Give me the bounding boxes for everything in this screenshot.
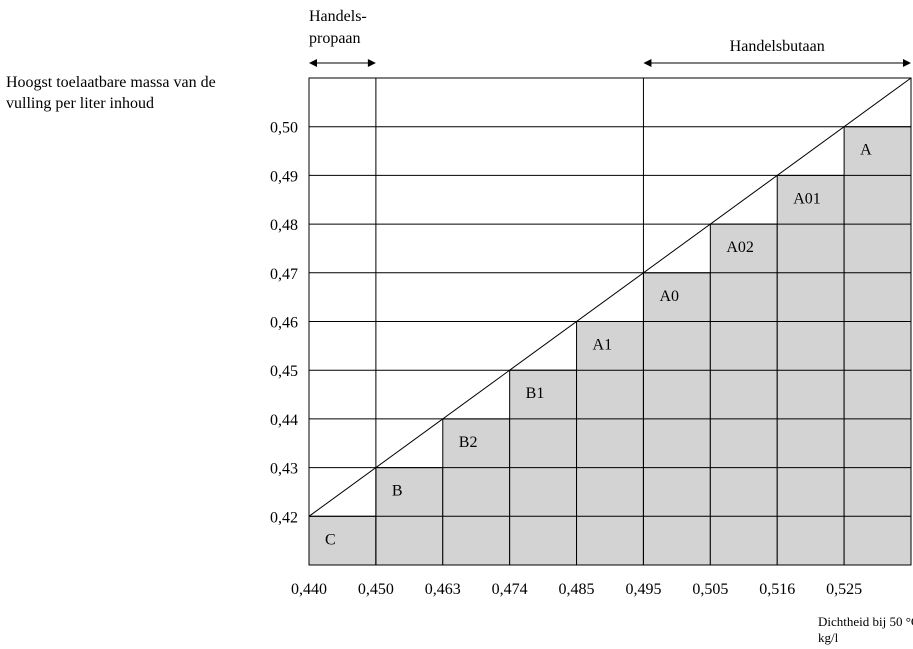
x-tick-label: 0,525 (826, 581, 862, 598)
y-tick-label: 0,47 (270, 266, 298, 283)
x-tick-label: 0,463 (425, 581, 461, 598)
bar-label: C (325, 531, 336, 548)
y-tick-label: 0,45 (270, 363, 298, 380)
x-tick-label: 0,474 (492, 581, 528, 598)
arrow-head-left-icon (309, 59, 317, 67)
bar (709, 223, 778, 566)
x-axis-title: Dichtheid bij 50 °C (818, 614, 913, 629)
range-label: propaan (309, 30, 361, 47)
bar (308, 515, 377, 566)
grid-layer (308, 77, 912, 565)
plot-frame-rect (308, 77, 912, 566)
diagonal-line (308, 77, 912, 517)
bar-label: A02 (726, 239, 754, 256)
bar-label: A0 (659, 288, 679, 305)
arrow-head-right-icon (367, 59, 376, 67)
y-tick-label: 0,48 (270, 217, 298, 234)
y-axis-title: vulling per liter inhoud (6, 95, 154, 112)
arrow-head-left-icon (643, 59, 652, 67)
x-tick-label: 0,495 (625, 581, 661, 598)
y-tick-label: 0,49 (270, 168, 298, 185)
x-tick-label: 0,485 (559, 581, 595, 598)
bar-label: A01 (793, 190, 821, 207)
axis-titles: Hoogst toelaatbare massa van de vulling p… (6, 74, 913, 645)
arrow-head-right-icon (903, 59, 911, 67)
range-annotations: Handels-propaan Handelsbutaan (309, 8, 911, 67)
range-label: Handels- (309, 8, 367, 25)
x-tick-label: 0,516 (759, 581, 795, 598)
y-tick-label: 0,43 (270, 461, 298, 478)
bar-label: B1 (526, 385, 545, 402)
y-tick-label: 0,44 (270, 412, 298, 429)
x-tick-label: 0,440 (291, 581, 327, 598)
y-tick-label: 0,50 (270, 120, 298, 137)
bar (576, 321, 644, 566)
bar-label: A (860, 142, 872, 159)
bar-labels: C B B2 B1 A1 A0 A02 A01 A (325, 142, 872, 549)
bar-label: B (392, 483, 403, 500)
y-tick-label: 0,46 (270, 315, 298, 332)
bar-label: B2 (459, 434, 478, 451)
bar-label: A1 (593, 337, 613, 354)
x-axis-title: kg/l (818, 630, 839, 645)
tick-labels: 0,42 0,43 0,44 0,45 0,46 0,47 0,48 0,49 0,50 0,44… (270, 120, 862, 598)
y-tick-label: 0,42 (270, 509, 298, 526)
range-label: Handelsbutaan (730, 38, 825, 55)
x-tick-label: 0,505 (692, 581, 728, 598)
plot-frame (308, 77, 912, 566)
bar (843, 126, 912, 566)
x-tick-label: 0,450 (358, 581, 394, 598)
y-axis-title: Hoogst toelaatbare massa van de (6, 74, 216, 91)
